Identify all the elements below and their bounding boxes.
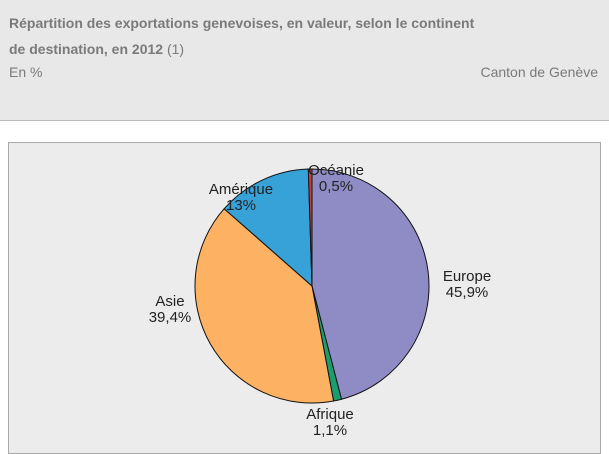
subtitle: En % xyxy=(9,64,43,80)
slice-label: Amérique xyxy=(209,181,273,198)
slice-label: Océanie xyxy=(308,162,364,179)
slice-label: Afrique xyxy=(306,406,354,423)
pie-slice xyxy=(194,207,335,404)
pie-slice xyxy=(311,168,430,400)
title: Répartition des exportations genevoises,… xyxy=(9,10,479,62)
source: Canton de Genève xyxy=(480,64,598,80)
header: Répartition des exportations genevoises,… xyxy=(0,0,609,121)
slice-value: 0,5% xyxy=(319,178,353,195)
slice-label: Asie xyxy=(155,293,184,310)
pie-slice xyxy=(223,168,313,288)
title-note: (1) xyxy=(166,41,185,57)
slice-label: Europe xyxy=(443,268,491,285)
slice-value: 39,4% xyxy=(149,309,192,326)
slice-value: 45,9% xyxy=(446,284,489,301)
slice-value: 1,1% xyxy=(313,422,347,439)
title-text: Répartition des exportations genevoises,… xyxy=(9,15,475,57)
slice-value: 13% xyxy=(226,197,256,214)
pie-slice xyxy=(307,168,313,287)
